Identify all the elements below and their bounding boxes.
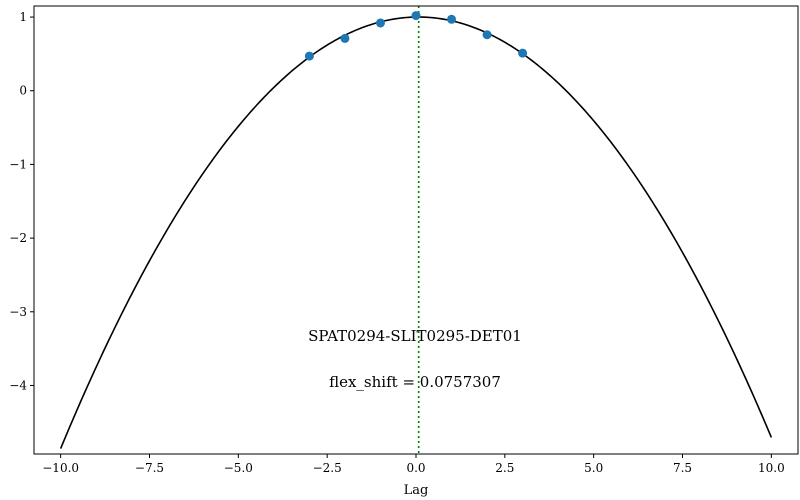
y-tick-label: −4	[9, 378, 27, 392]
x-tick-label: 5.0	[584, 461, 603, 475]
x-tick-label: 10.0	[758, 461, 785, 475]
y-tick-label: −1	[9, 157, 27, 171]
x-tick-label: −5.0	[224, 461, 253, 475]
y-tick-label: 1	[19, 10, 27, 24]
x-tick-label: 7.5	[673, 461, 692, 475]
data-points-layer	[304, 11, 528, 61]
x-tick-label: −2.5	[313, 461, 342, 475]
data-point	[482, 30, 492, 40]
x-tick-label: 0.0	[406, 461, 425, 475]
y-axis-ticks: −4 −3 −2 −1 0 1	[9, 10, 34, 392]
y-tick-label: −3	[9, 305, 27, 319]
y-tick-label: −2	[9, 231, 27, 245]
x-tick-label: −10.0	[42, 461, 79, 475]
flex-shift-annotation: flex_shift = 0.0757307	[329, 373, 501, 391]
x-tick-label: 2.5	[495, 461, 514, 475]
data-point	[375, 18, 385, 28]
data-point	[340, 33, 350, 43]
data-point	[518, 48, 528, 58]
data-point	[304, 51, 314, 61]
x-tick-label: −7.5	[135, 461, 164, 475]
x-axis-label: Lag	[404, 483, 429, 498]
slit-annotation: SPAT0294-SLIT0295-DET01	[308, 327, 522, 345]
data-point	[411, 11, 421, 21]
y-tick-label: 0	[19, 84, 27, 98]
data-point	[447, 14, 457, 24]
x-axis-ticks: −10.0 −7.5 −5.0 −2.5 0.0 2.5 5.0 7.5 10.0	[42, 454, 785, 475]
